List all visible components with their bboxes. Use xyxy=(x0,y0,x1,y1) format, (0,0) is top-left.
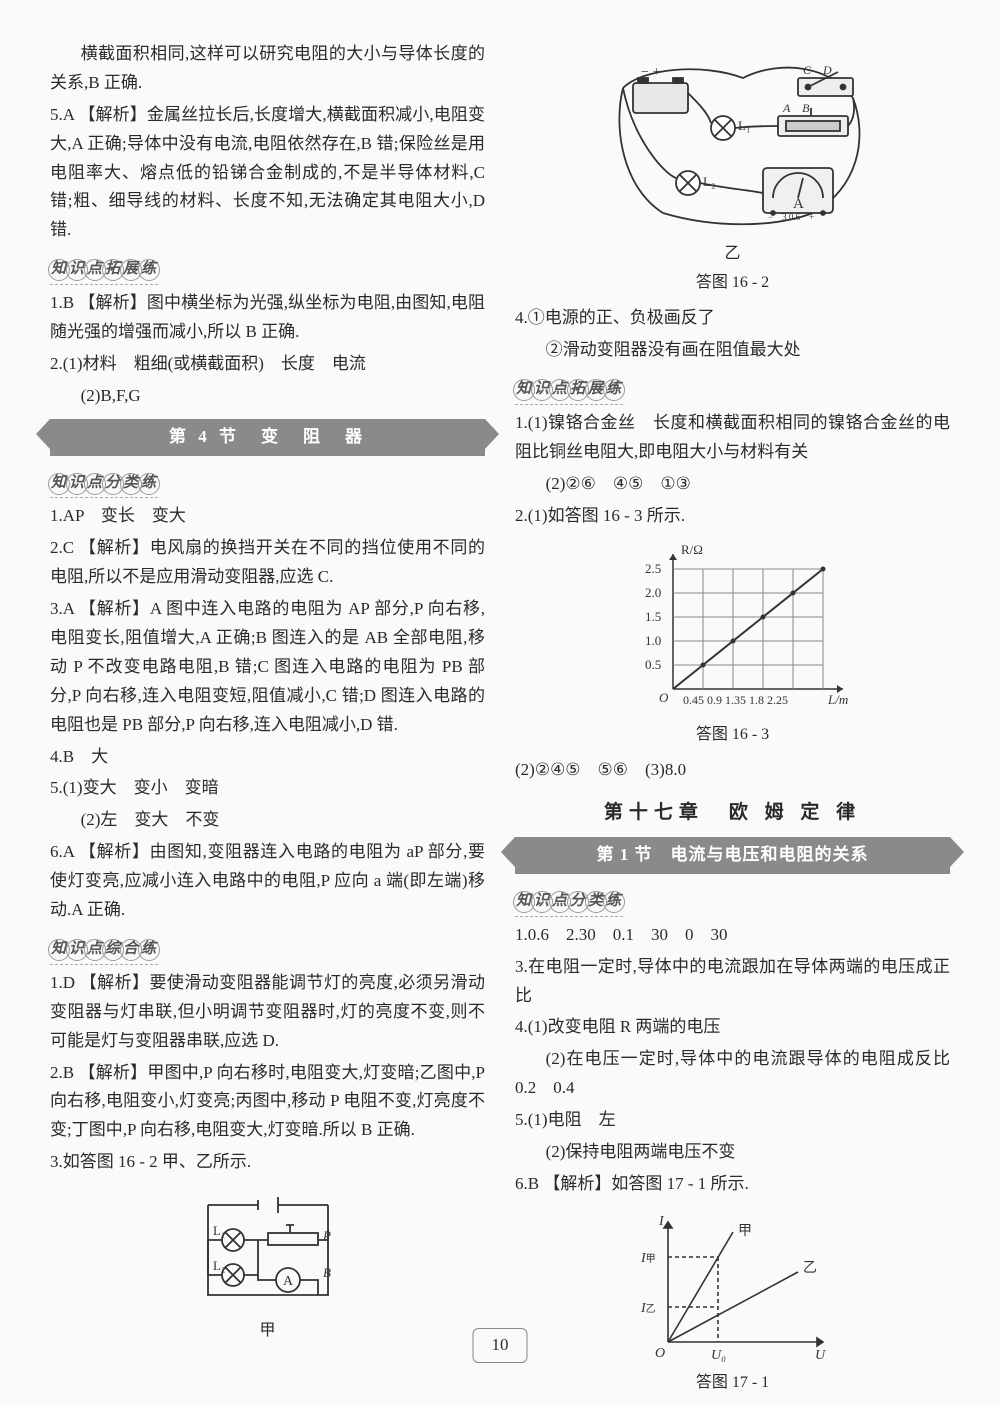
paragraph: 5.(1)电阻 左 xyxy=(515,1106,950,1135)
section-header: 第 4 节 变 阻 器 xyxy=(50,419,485,456)
paragraph: 6.A 【解析】由图知,变阻器连入电路的电阻为 aP 部分,要使灯变亮,应减小连… xyxy=(50,838,485,925)
svg-text:0.45 0.9 1.35 1.8 2.25: 0.45 0.9 1.35 1.8 2.25 xyxy=(683,693,788,707)
badge-classify: 知识点分类练 xyxy=(515,886,623,917)
paragraph: (2)左 变大 不变 xyxy=(50,806,485,835)
svg-text:L/m: L/m xyxy=(827,692,848,707)
svg-text:U: U xyxy=(815,1348,826,1363)
svg-text:L₁: L₁ xyxy=(213,1223,225,1238)
svg-text:A B: A B xyxy=(782,101,810,115)
paragraph: 6.B 【解析】如答图 17 - 1 所示. xyxy=(515,1170,950,1199)
badge-extension: 知识点拓展练 xyxy=(50,254,158,285)
figure-label: 答图 16 - 3 xyxy=(515,721,950,748)
svg-text:1.5: 1.5 xyxy=(645,609,661,624)
paragraph: 1.0.6 2.30 0.1 30 0 30 xyxy=(515,921,950,950)
paragraph: 2.(1)材料 粗细(或横截面积) 长度 电流 xyxy=(50,350,485,379)
paragraph: 2.B 【解析】甲图中,P 向右移时,电阻变大,灯变暗;乙图中,P 向右移,电阻… xyxy=(50,1059,485,1146)
iv-chart: I 甲 乙 I甲 I乙 O U₀ U 答图 17 - 1 xyxy=(515,1207,950,1396)
svg-text:O: O xyxy=(655,1346,665,1361)
svg-text:U₀: U₀ xyxy=(711,1348,726,1363)
paragraph: (2)保持电阻两端电压不变 xyxy=(515,1138,950,1167)
paragraph: 1.AP 变长 变大 xyxy=(50,502,485,531)
figure-label: 答图 17 - 1 xyxy=(515,1369,950,1396)
svg-text:甲: 甲 xyxy=(738,1224,752,1239)
badge-extension: 知识点拓展练 xyxy=(515,374,623,405)
left-column: 横截面积相同,这样可以研究电阻的大小与导体长度的关系,B 正确. 5.A 【解析… xyxy=(50,40,485,1404)
svg-text:L₂: L₂ xyxy=(213,1258,225,1273)
right-column: − + C D L₁ A B xyxy=(515,40,950,1404)
paragraph: (2)②④⑤ ⑤⑥ (3)8.0 xyxy=(515,756,950,785)
paragraph: 4.①电源的正、负极画反了 xyxy=(515,304,950,333)
page-number: 10 xyxy=(473,1328,528,1363)
svg-text:0.5: 0.5 xyxy=(645,657,661,672)
paragraph: (2)在电压一定时,导体中的电流跟导体的电阻成反比 0.2 0.4 xyxy=(515,1045,950,1103)
svg-text:A: A xyxy=(283,1274,294,1289)
paragraph: 5.A 【解析】金属丝拉长后,长度增大,横截面积减小,电阻变大,A 正确;导体中… xyxy=(50,101,485,245)
paragraph: 3.A 【解析】A 图中连入电路的电阻为 AP 部分,P 向右移,电阻变长,阻值… xyxy=(50,595,485,739)
chapter-title: 第十七章 欧 姆 定 律 xyxy=(515,797,950,829)
paragraph: 横截面积相同,这样可以研究电阻的大小与导体长度的关系,B 正确. xyxy=(50,40,485,98)
paragraph: 2.(1)如答图 16 - 3 所示. xyxy=(515,502,950,531)
figure-caption: 甲 xyxy=(50,1317,485,1344)
paragraph: 1.D 【解析】要使滑动变阻器能调节灯的亮度,必须另滑动变阻器与灯串联,但小明调… xyxy=(50,969,485,1056)
paragraph: 3.如答图 16 - 2 甲、乙所示. xyxy=(50,1148,485,1177)
section-header: 第 1 节 电流与电压和电阻的关系 xyxy=(515,837,950,874)
section-title: 第 1 节 电流与电压和电阻的关系 xyxy=(597,845,869,864)
svg-text:B: B xyxy=(323,1265,331,1280)
paragraph: 3.在电阻一定时,导体中的电流跟加在导体两端的电压成正比 xyxy=(515,953,950,1011)
svg-text:A: A xyxy=(793,196,804,212)
svg-text:2.0: 2.0 xyxy=(645,585,661,600)
paragraph: 5.(1)变大 变小 变暗 xyxy=(50,774,485,803)
paragraph: 1.(1)镍铬合金丝 长度和横截面积相同的镍铬合金丝的电阻比铜丝电阻大,即电阻大… xyxy=(515,409,950,467)
circuit-figure-jia: L₁ P L₂ A B xyxy=(50,1185,485,1344)
svg-text:R/Ω: R/Ω xyxy=(681,542,703,557)
circuit-figure-yi: − + C D L₁ A B xyxy=(515,48,950,296)
svg-text:I乙: I乙 xyxy=(640,1301,656,1316)
svg-text:O: O xyxy=(659,690,669,705)
svg-text:L₁: L₁ xyxy=(738,118,750,133)
badge-comprehensive: 知识点综合练 xyxy=(50,934,158,965)
figure-caption: 乙 xyxy=(515,240,950,267)
svg-text:1.0: 1.0 xyxy=(645,633,661,648)
paragraph: 4.B 大 xyxy=(50,743,485,772)
paragraph: 4.(1)改变电阻 R 两端的电压 xyxy=(515,1013,950,1042)
paragraph: ②滑动变阻器没有画在阻值最大处 xyxy=(515,336,950,365)
svg-text:L₂: L₂ xyxy=(703,174,715,189)
svg-text:C D: C D xyxy=(803,63,832,77)
section-title: 第 4 节 变 阻 器 xyxy=(169,427,366,446)
svg-text:− +: − + xyxy=(641,65,660,80)
paragraph: (2)B,F,G xyxy=(50,382,485,411)
badge-classify: 知识点分类练 xyxy=(50,468,158,499)
paragraph: 1.B 【解析】图中横坐标为光强,纵坐标为电阻,由图知,电阻随光强的增强而减小,… xyxy=(50,289,485,347)
paragraph: (2)②⑥ ④⑤ ①③ xyxy=(515,470,950,499)
svg-text:乙: 乙 xyxy=(803,1260,817,1276)
figure-label: 答图 16 - 2 xyxy=(515,269,950,296)
svg-text:2.5: 2.5 xyxy=(645,561,661,576)
line-chart: R/Ω xyxy=(515,539,950,748)
svg-text:I甲: I甲 xyxy=(640,1251,656,1266)
paragraph: 2.C 【解析】电风扇的换挡开关在不同的挡位使用不同的电阻,所以不是应用滑动变阻… xyxy=(50,534,485,592)
